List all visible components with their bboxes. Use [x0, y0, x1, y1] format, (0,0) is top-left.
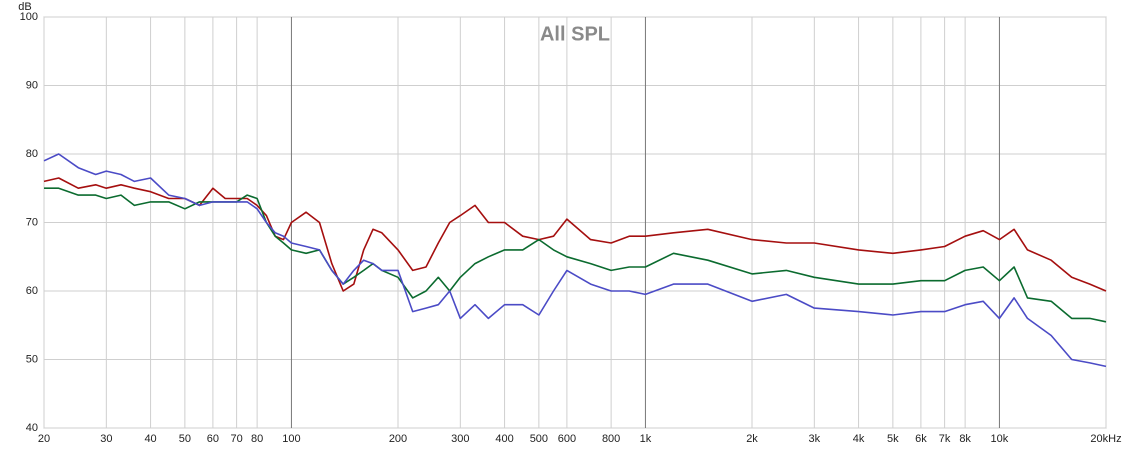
x-tick-label: 60 — [207, 433, 219, 445]
y-tick-label: 100 — [20, 11, 38, 23]
x-tick-label: 4k — [853, 433, 865, 445]
chart-title: All SPL — [540, 23, 610, 45]
x-tick-label: 50 — [179, 433, 191, 445]
x-tick-label: 1k — [640, 433, 652, 445]
series-line — [43, 153, 1107, 368]
x-tick-label: 6k — [915, 433, 927, 445]
x-tick-label: 5k — [887, 433, 899, 445]
y-tick-label: 70 — [26, 216, 38, 228]
x-tick-label: 2k — [746, 433, 758, 445]
x-tick-label: 200 — [389, 433, 407, 445]
x-tick-label: 300 — [451, 433, 469, 445]
x-tick-label: 3k — [809, 433, 821, 445]
x-tick-label: 100 — [282, 433, 300, 445]
x-tick-label: 8k — [959, 433, 971, 445]
y-tick-label: 60 — [26, 285, 38, 297]
y-tick-label: 40 — [26, 422, 38, 434]
series-line — [44, 187, 1107, 323]
x-tick-label: 7k — [939, 433, 951, 445]
y-tick-label: 80 — [26, 148, 38, 160]
x-tick-label: 400 — [495, 433, 513, 445]
x-tick-label: 20kHz — [1090, 433, 1121, 445]
x-tick-label: 70 — [230, 433, 242, 445]
series-line — [43, 177, 1107, 292]
x-tick-label: 800 — [602, 433, 620, 445]
x-tick-label: 600 — [558, 433, 576, 445]
x-tick-label: 20 — [38, 433, 50, 445]
x-tick-label: 40 — [144, 433, 156, 445]
x-tick-label: 80 — [251, 433, 263, 445]
x-tick-label: 30 — [100, 433, 112, 445]
x-tick-label: 500 — [530, 433, 548, 445]
y-axis-label: dB — [18, 1, 31, 13]
y-tick-label: 50 — [26, 353, 38, 365]
x-tick-label: 10k — [991, 433, 1009, 445]
y-tick-label: 90 — [26, 79, 38, 91]
